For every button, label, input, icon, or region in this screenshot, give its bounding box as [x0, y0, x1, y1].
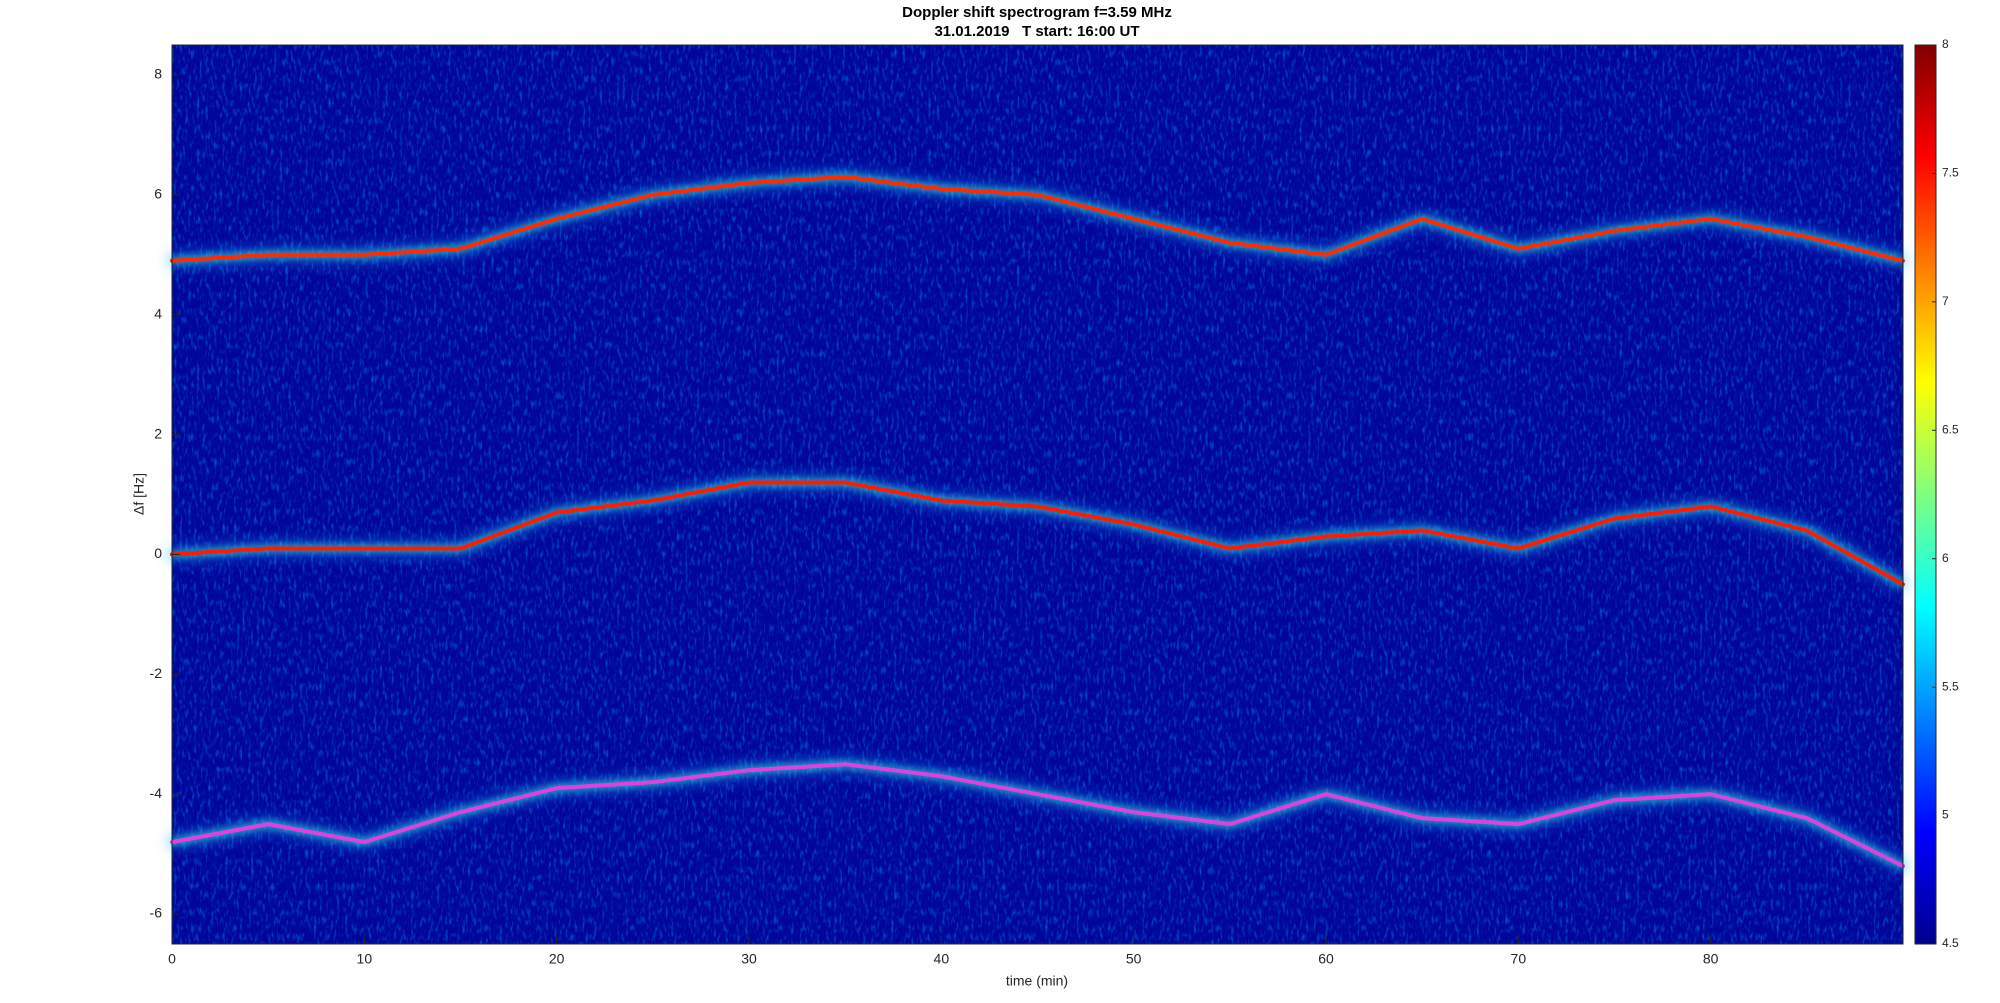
- colorbar-tick-label: 7: [1942, 294, 1949, 308]
- x-tick-label: 0: [168, 951, 176, 967]
- spectral-trace: [170, 762, 1905, 869]
- y-tick-label: 0: [154, 545, 162, 561]
- y-tick-label: 2: [154, 425, 162, 441]
- y-tick-label: -4: [150, 785, 163, 801]
- x-tick-label: 50: [1126, 951, 1142, 967]
- x-axis-label: time (min): [1006, 973, 1068, 989]
- colorbar-tick-label: 6: [1942, 551, 1949, 565]
- noise-texture: [172, 45, 1903, 944]
- colorbar-tick-label: 5.5: [1942, 679, 1959, 693]
- spectral-trace: [170, 174, 1905, 263]
- y-axis-label: Δf [Hz]: [131, 473, 147, 515]
- x-tick-label: 70: [1511, 951, 1527, 967]
- x-tick-label: 40: [934, 951, 950, 967]
- y-tick-label: -6: [150, 905, 163, 921]
- x-tick-label: 10: [357, 951, 373, 967]
- colorbar-tick-label: 4.5: [1942, 936, 1959, 950]
- colorbar-tick-label: 6.5: [1942, 422, 1959, 436]
- colorbar-tick-label: 7.5: [1942, 166, 1959, 180]
- colorbar-tick-label: 5: [1942, 808, 1949, 822]
- x-tick-label: 30: [741, 951, 757, 967]
- colorbar-tick-label: 8: [1942, 37, 1949, 51]
- y-tick-label: 4: [154, 305, 162, 321]
- x-tick-label: 60: [1318, 951, 1334, 967]
- colorbar: [1914, 44, 1937, 945]
- chart-title: Doppler shift spectrogram f=3.59 MHz: [902, 4, 1172, 21]
- y-tick-label: -2: [150, 665, 163, 681]
- y-tick-label: 8: [154, 66, 162, 82]
- y-tick-label: 6: [154, 186, 162, 202]
- x-tick-label: 80: [1703, 951, 1719, 967]
- x-tick-label: 20: [549, 951, 565, 967]
- plot-frame: [171, 44, 1904, 945]
- spectral-trace: [170, 480, 1905, 587]
- chart-subtitle: 31.01.2019 T start: 16:00 UT: [934, 23, 1139, 40]
